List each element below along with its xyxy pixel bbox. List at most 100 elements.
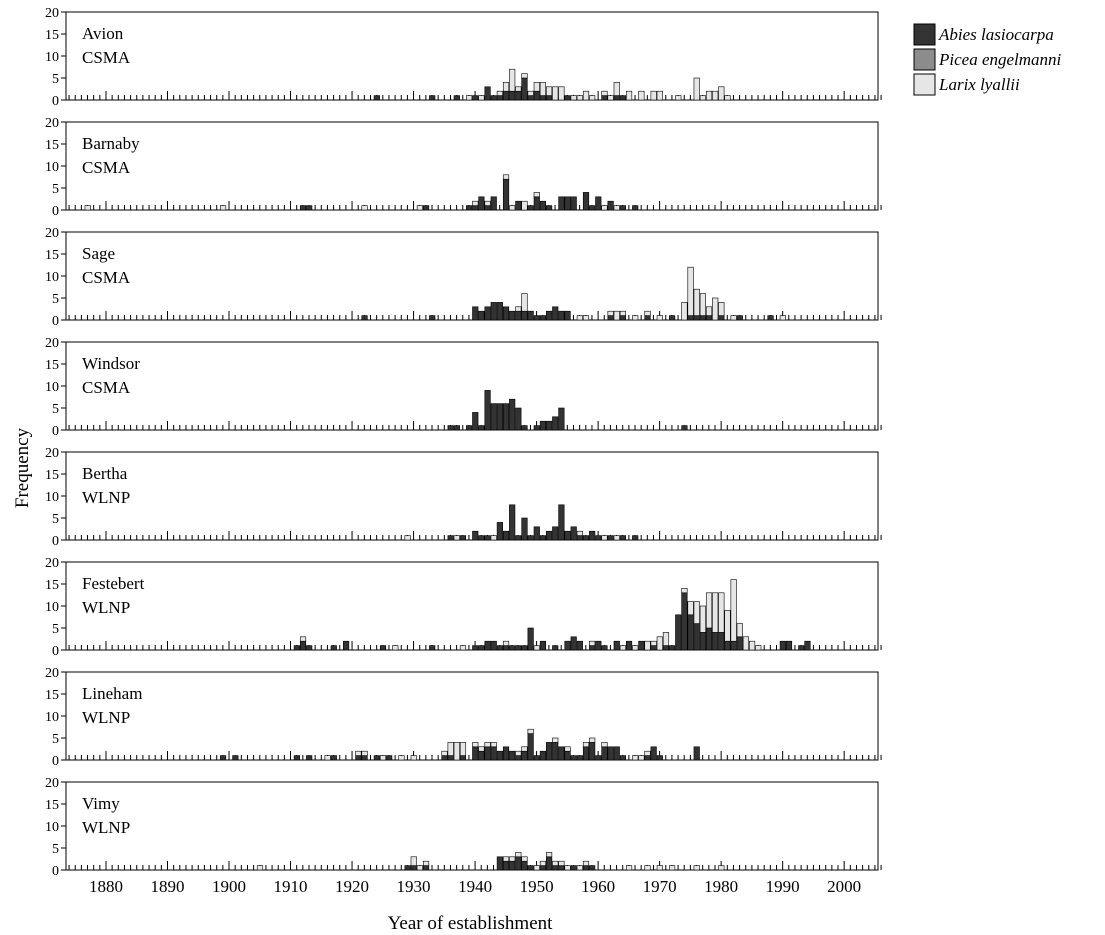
bar-larix-lyallii-1935: [441, 750, 448, 756]
x-tick-label: 1880: [89, 877, 123, 896]
bar-larix-lyallii-1979: [712, 297, 719, 321]
x-tick-label: 1980: [704, 877, 738, 896]
bar-larix-lyallii-1979: [712, 90, 719, 101]
bar-abies-lasiocarpa-1952: [546, 530, 553, 541]
bar-abies-lasiocarpa-1945: [502, 860, 510, 871]
y-tick-label: 5: [52, 292, 59, 307]
bar-larix-lyallii-1950: [533, 645, 540, 651]
y-tick-label: 20: [45, 666, 59, 681]
bar-larix-lyallii-1930: [410, 856, 417, 866]
bar-abies-lasiocarpa-1955: [564, 750, 571, 761]
panel-sage: 0 5 10 15 20 Sage CSMA: [45, 226, 882, 329]
y-tick-label: 5: [52, 512, 59, 527]
bar-larix-lyallii-1955: [564, 865, 571, 871]
bar-larix-lyallii-1957: [576, 865, 583, 871]
bar-abies-lasiocarpa-1953: [552, 645, 559, 651]
site-region: CSMA: [82, 268, 131, 287]
bar-abies-lasiocarpa-1940: [472, 530, 479, 541]
bar-abies-lasiocarpa-1980: [718, 315, 725, 321]
y-tick-label: 15: [45, 248, 59, 263]
bar-abies-lasiocarpa-1940: [472, 95, 479, 101]
bar-abies-lasiocarpa-1954: [558, 504, 565, 541]
bar-abies-lasiocarpa-1993: [798, 645, 805, 651]
bar-larix-lyallii-1905: [256, 865, 264, 871]
y-tick-label: 15: [45, 28, 59, 43]
legend-swatch-picea: [913, 48, 936, 71]
bar-abies-lasiocarpa-1951: [539, 315, 547, 321]
panel-frame: [65, 231, 879, 321]
bar-larix-lyallii-1877: [84, 205, 91, 211]
bar-larix-lyallii-1899: [219, 205, 227, 211]
bar-abies-lasiocarpa-1974: [681, 425, 688, 431]
bar-abies-lasiocarpa-1969: [650, 746, 657, 761]
bar-abies-lasiocarpa-1955: [564, 310, 571, 321]
bar-larix-lyallii-1963: [613, 82, 620, 96]
bar-larix-lyallii-1946: [509, 856, 516, 862]
site-name: Festebert: [82, 574, 145, 593]
y-tick-label: 5: [52, 622, 59, 637]
bar-abies-lasiocarpa-1949: [527, 733, 534, 761]
legend-swatch-larix: [913, 73, 936, 96]
y-tick-label: 20: [45, 116, 59, 131]
bar-abies-lasiocarpa-1958: [582, 192, 590, 211]
bar-abies-lasiocarpa-1901: [232, 755, 239, 761]
bar-abies-lasiocarpa-1947: [515, 310, 522, 321]
bar-abies-lasiocarpa-1956: [570, 526, 577, 541]
bar-abies-lasiocarpa-1922: [361, 315, 368, 321]
bar-larix-lyallii-1979: [712, 592, 719, 633]
bar-larix-lyallii-1974: [681, 588, 688, 594]
site-region: CSMA: [82, 158, 131, 177]
bar-larix-lyallii-1965: [625, 90, 633, 101]
x-axis-label: Year of establishment: [388, 913, 554, 934]
bar-abies-lasiocarpa-1956: [570, 636, 577, 651]
bar-abies-lasiocarpa-1951: [539, 200, 547, 211]
y-tick-label: 5: [52, 72, 59, 87]
bar-larix-lyallii-1956: [570, 95, 577, 101]
bar-abies-lasiocarpa-1950: [533, 196, 540, 211]
bar-abies-lasiocarpa-1944: [496, 522, 503, 541]
bar-abies-lasiocarpa-1964: [619, 535, 626, 541]
bar-abies-lasiocarpa-1951: [539, 865, 547, 871]
bar-abies-lasiocarpa-1947: [515, 407, 522, 431]
bar-abies-lasiocarpa-1949: [527, 310, 534, 321]
bar-abies-lasiocarpa-1962: [607, 535, 614, 541]
x-tick-label: 1920: [335, 877, 369, 896]
bar-larix-lyallii-1972: [669, 865, 676, 871]
y-tick-label: 20: [45, 776, 59, 791]
bar-abies-lasiocarpa-1983: [736, 636, 743, 651]
y-tick-label: 10: [45, 600, 59, 615]
bar-abies-lasiocarpa-1970: [656, 755, 663, 761]
bar-larix-lyallii-1984: [742, 636, 750, 651]
x-tick-label: 1890: [151, 877, 185, 896]
y-tick-label: 15: [45, 798, 59, 813]
bar-abies-lasiocarpa-1917: [330, 755, 337, 761]
bar-abies-lasiocarpa-1974: [681, 592, 688, 651]
bar-larix-lyallii-1953: [552, 860, 559, 866]
site-name: Lineham: [82, 684, 142, 703]
y-tick-label: 20: [45, 336, 59, 351]
bar-larix-lyallii-1957: [576, 95, 583, 101]
bar-abies-lasiocarpa-1948: [521, 750, 528, 761]
bar-larix-lyallii-1978: [705, 592, 713, 629]
y-tick-label: 10: [45, 160, 59, 175]
site-name: Bertha: [82, 464, 128, 483]
bar-abies-lasiocarpa-1946: [509, 310, 516, 321]
bar-abies-lasiocarpa-1959: [589, 205, 596, 211]
bar-abies-lasiocarpa-1976: [693, 623, 700, 651]
bar-abies-lasiocarpa-1942: [484, 86, 491, 101]
bar-abies-lasiocarpa-1947: [515, 856, 522, 871]
bar-abies-lasiocarpa-1917: [330, 645, 337, 651]
bar-abies-lasiocarpa-1962: [607, 746, 614, 761]
bar-abies-lasiocarpa-1957: [576, 535, 583, 541]
bar-abies-lasiocarpa-1947: [515, 200, 522, 211]
bar-abies-lasiocarpa-1948: [521, 517, 528, 541]
bar-larix-lyallii-1971: [662, 632, 670, 646]
y-tick-label: 5: [52, 732, 59, 747]
legend: Abies lasiocarpa Picea engelmanni Larix ly…: [913, 23, 1062, 96]
bar-abies-lasiocarpa-1952: [546, 856, 553, 871]
bar-larix-lyallii-1970: [656, 636, 663, 651]
bar-larix-lyallii-1970: [656, 865, 663, 871]
bar-abies-lasiocarpa-1973: [675, 614, 682, 651]
bar-larix-lyallii-1959: [589, 640, 596, 646]
bar-abies-lasiocarpa-1949: [527, 205, 534, 211]
